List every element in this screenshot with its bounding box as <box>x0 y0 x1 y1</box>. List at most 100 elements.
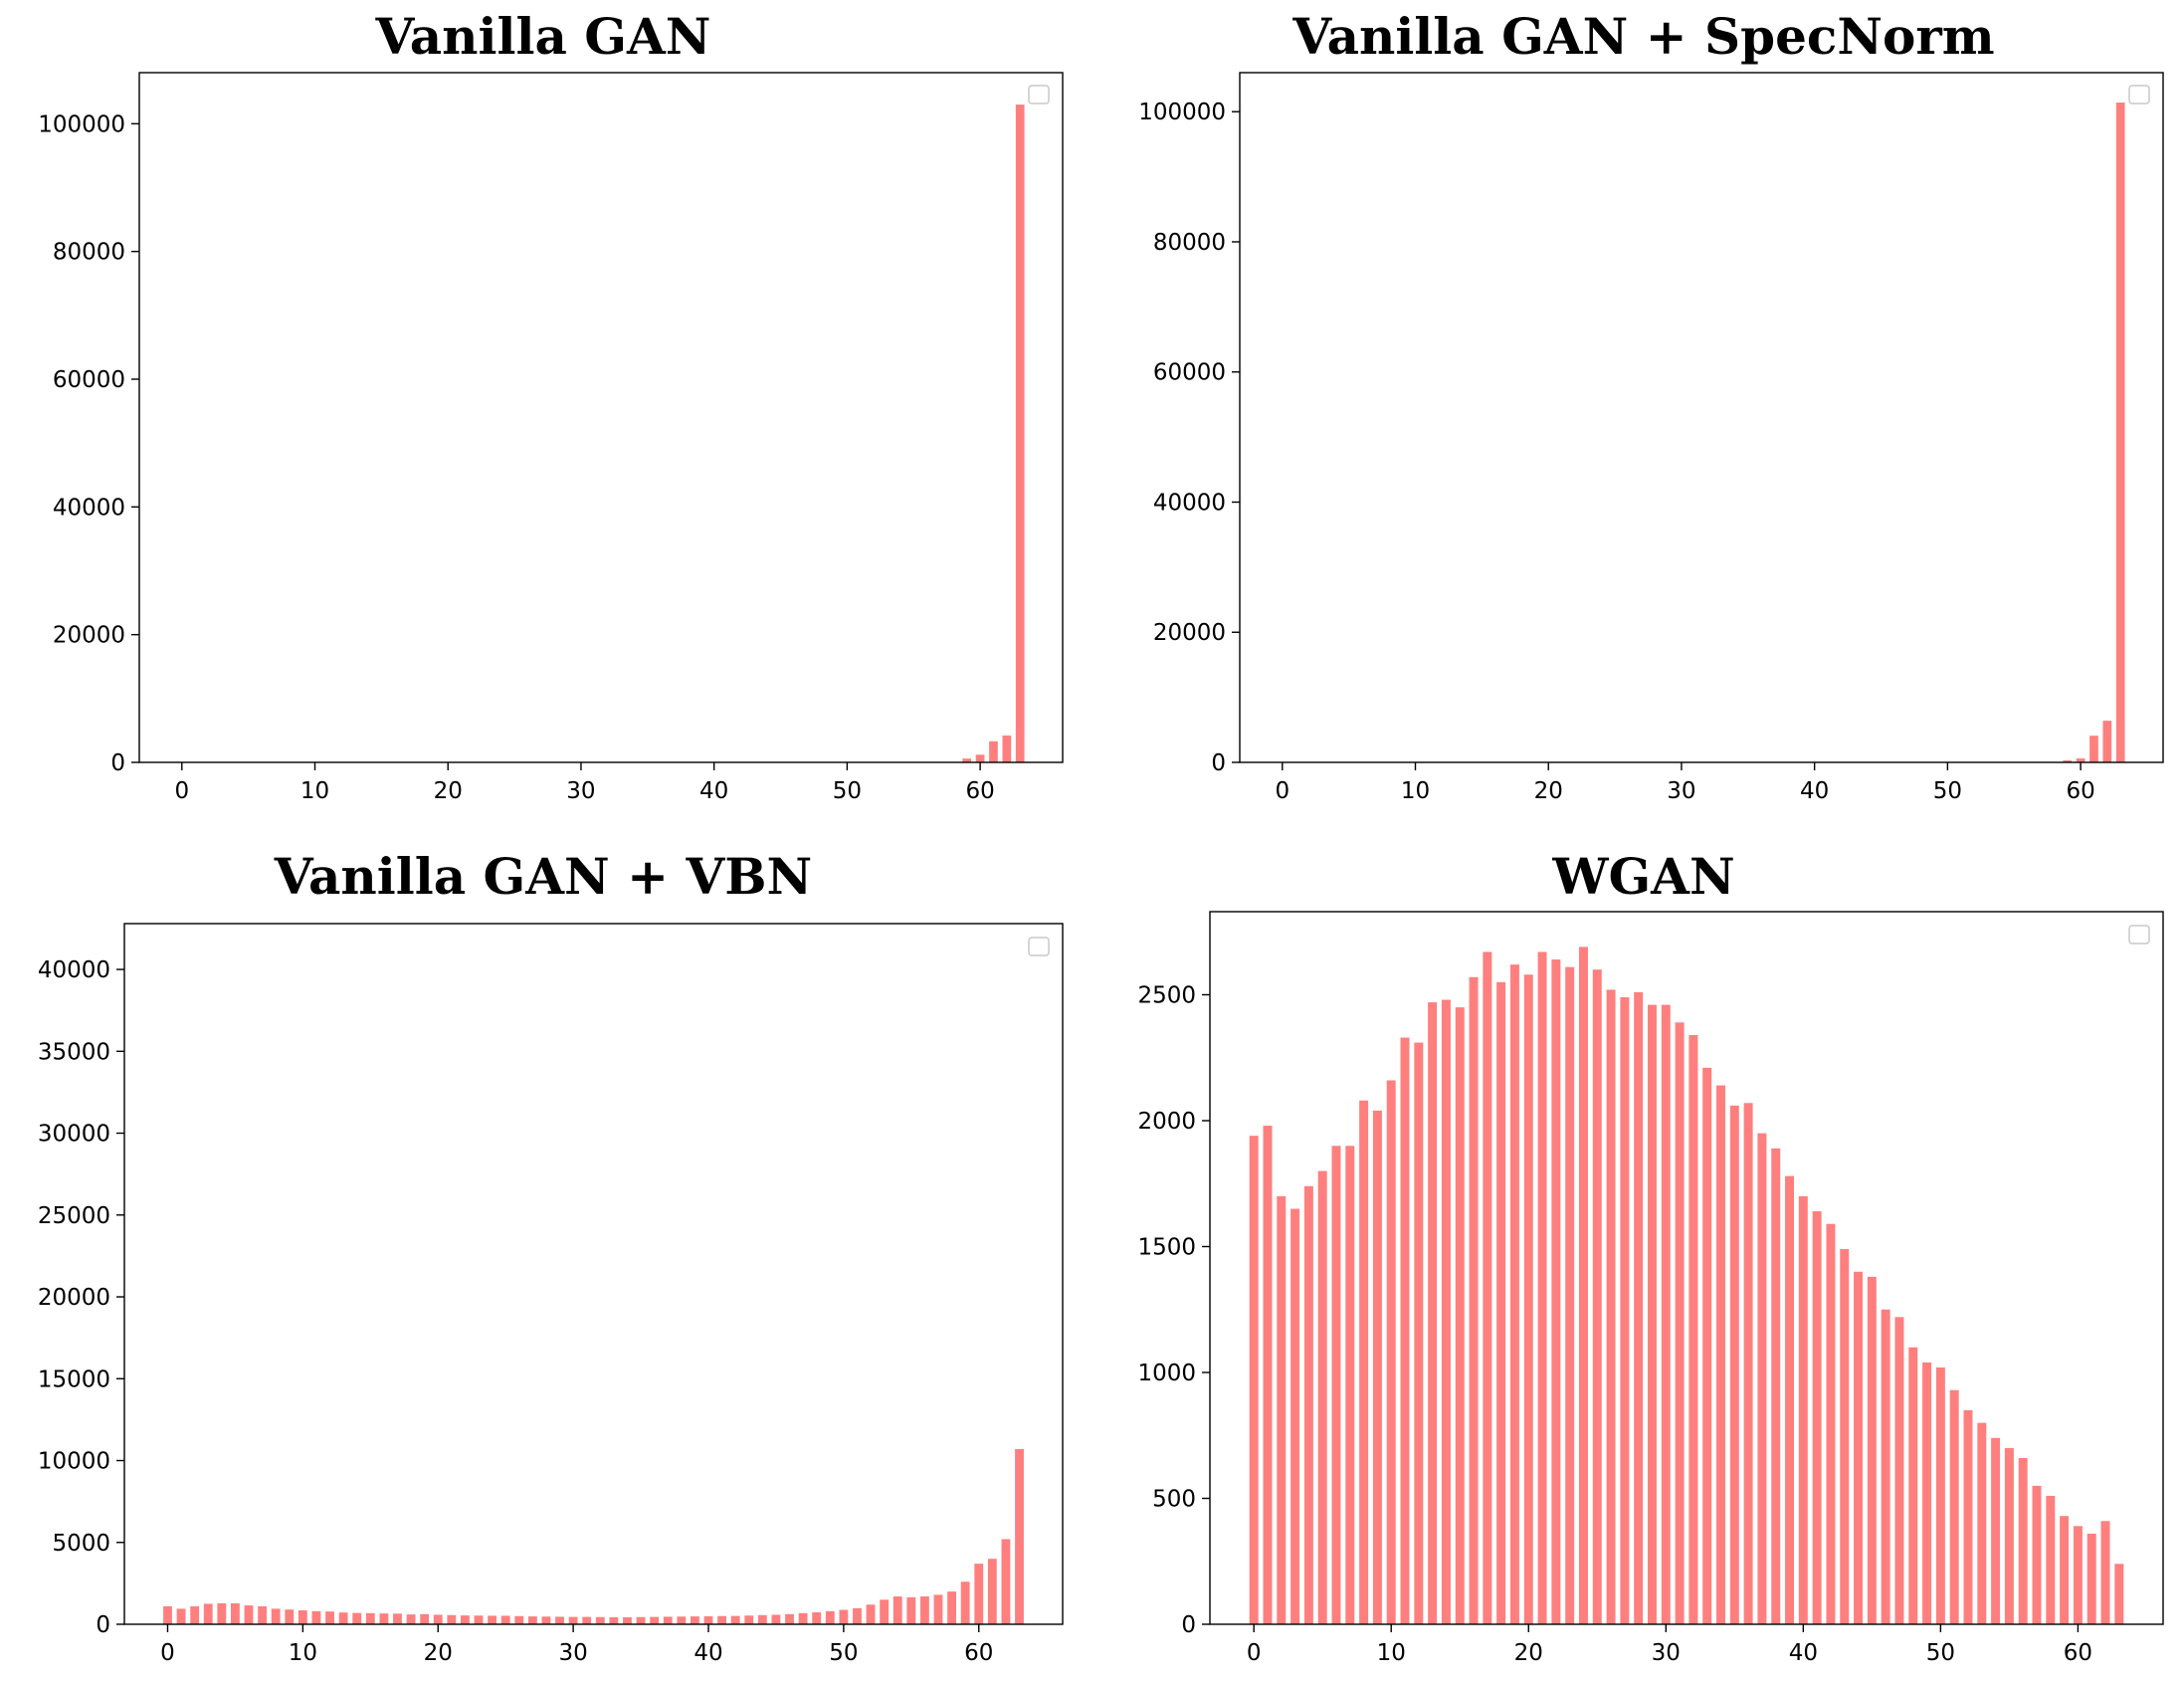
bar-24 <box>488 1615 496 1624</box>
y-tick-label: 20000 <box>53 623 125 649</box>
bar-4 <box>1303 1185 1313 1624</box>
bar-10 <box>1386 1080 1396 1624</box>
x-tick-label: 0 <box>174 778 189 804</box>
bar-5 <box>231 1602 240 1624</box>
x-tick-label: 40 <box>694 1640 722 1666</box>
bar-61 <box>2089 736 2098 762</box>
bar-43 <box>1840 1249 1850 1624</box>
bar-57 <box>2032 1485 2042 1624</box>
y-tick-label: 20000 <box>38 1285 110 1311</box>
y-tick-label: 80000 <box>53 240 125 266</box>
bar-42 <box>1826 1223 1836 1624</box>
axes-frame <box>1209 911 2164 1625</box>
bar-60 <box>2076 758 2085 762</box>
y-tick-label: 25000 <box>38 1203 110 1229</box>
x-tick-label: 60 <box>964 1640 993 1666</box>
bar-44 <box>757 1614 767 1624</box>
y-tick-label: 100000 <box>1138 100 1226 125</box>
bar-25 <box>1592 969 1602 1624</box>
bar-12 <box>1414 1042 1424 1624</box>
bar-group <box>1249 946 2124 1624</box>
bar-5 <box>1317 1170 1327 1624</box>
panel-title: Vanilla GAN <box>375 7 711 66</box>
panel-title: Vanilla GAN + SpecNorm <box>1291 7 1994 66</box>
bar-29 <box>555 1616 564 1624</box>
x-tick-label: 30 <box>566 778 595 804</box>
x-tick-label: 20 <box>434 778 463 804</box>
x-tick-label: 40 <box>1789 1640 1818 1666</box>
bar-13 <box>1428 1002 1438 1624</box>
bar-49 <box>1922 1362 1932 1624</box>
bar-62 <box>2100 1521 2110 1624</box>
bar-20 <box>433 1614 443 1624</box>
bar-11 <box>1400 1037 1410 1624</box>
y-tick-label: 20000 <box>1153 620 1226 646</box>
x-tick-label: 60 <box>965 778 994 804</box>
x-tick-label: 60 <box>2066 778 2094 804</box>
tick-group: 0 10 20 30 40 50 60 0 20000 40000 60000 80000 100000 <box>1138 100 2095 804</box>
bar-58 <box>947 1591 956 1624</box>
x-tick-label: 20 <box>1534 778 1563 804</box>
bar-61 <box>2086 1533 2096 1624</box>
bar-46 <box>785 1613 794 1624</box>
bar-52 <box>1963 1409 1973 1624</box>
bar-62 <box>2102 721 2112 762</box>
bar-19 <box>1509 964 1519 1624</box>
bar-51 <box>1949 1389 1959 1624</box>
x-tick-label: 10 <box>1377 1640 1406 1666</box>
legend-box <box>1028 85 1050 105</box>
bar-55 <box>2004 1447 2014 1624</box>
tick-group: 0 10 20 30 40 50 60 0 20000 40000 60000 80000 100000 <box>38 111 995 804</box>
bar-59 <box>2063 760 2073 762</box>
y-tick-label: 1500 <box>1137 1234 1196 1260</box>
bar-0 <box>1249 1136 1259 1624</box>
bar-37 <box>1757 1133 1767 1624</box>
bar-59 <box>960 1581 970 1624</box>
bar-49 <box>825 1610 835 1624</box>
x-tick-label: 0 <box>1275 778 1290 804</box>
x-tick-label: 40 <box>1800 778 1829 804</box>
bar-41 <box>1812 1211 1822 1624</box>
bar-56 <box>919 1596 929 1624</box>
bar-62 <box>1002 736 1012 762</box>
bar-50 <box>1935 1367 1945 1624</box>
bar-28 <box>1634 991 1644 1624</box>
bar-55 <box>906 1596 916 1624</box>
bar-52 <box>866 1604 876 1624</box>
bar-18 <box>1496 981 1506 1624</box>
bar-35 <box>636 1616 646 1624</box>
bar-44 <box>1854 1271 1864 1624</box>
bar-47 <box>1894 1317 1904 1624</box>
x-tick-label: 50 <box>829 1640 858 1666</box>
bar-60 <box>2073 1526 2083 1624</box>
bar-39 <box>1785 1175 1795 1624</box>
bar-33 <box>609 1616 619 1624</box>
x-tick-label: 20 <box>424 1640 453 1666</box>
bar-57 <box>933 1594 943 1624</box>
bar-51 <box>853 1607 862 1624</box>
bar-48 <box>1908 1347 1918 1624</box>
bar-34 <box>1716 1085 1725 1624</box>
bar-21 <box>447 1614 457 1624</box>
bar-50 <box>839 1609 849 1624</box>
bar-20 <box>1523 974 1533 1624</box>
bar-22 <box>461 1615 470 1624</box>
bar-43 <box>744 1615 754 1624</box>
bar-27 <box>527 1616 537 1624</box>
bar-40 <box>703 1615 713 1624</box>
bar-60 <box>975 754 985 762</box>
x-tick-label: 50 <box>833 778 862 804</box>
bar-63 <box>1015 105 1025 762</box>
x-tick-label: 10 <box>300 778 329 804</box>
y-tick-label: 35000 <box>38 1039 110 1065</box>
bar-59 <box>2060 1516 2070 1624</box>
bar-38 <box>1771 1148 1781 1624</box>
bar-37 <box>663 1616 673 1624</box>
y-tick-label: 15000 <box>38 1367 110 1392</box>
bar-9 <box>1372 1110 1382 1624</box>
bar-59 <box>962 758 972 762</box>
y-tick-label: 0 <box>1211 750 1226 776</box>
bar-63 <box>1015 1449 1024 1624</box>
x-tick-label: 50 <box>1926 1640 1955 1666</box>
